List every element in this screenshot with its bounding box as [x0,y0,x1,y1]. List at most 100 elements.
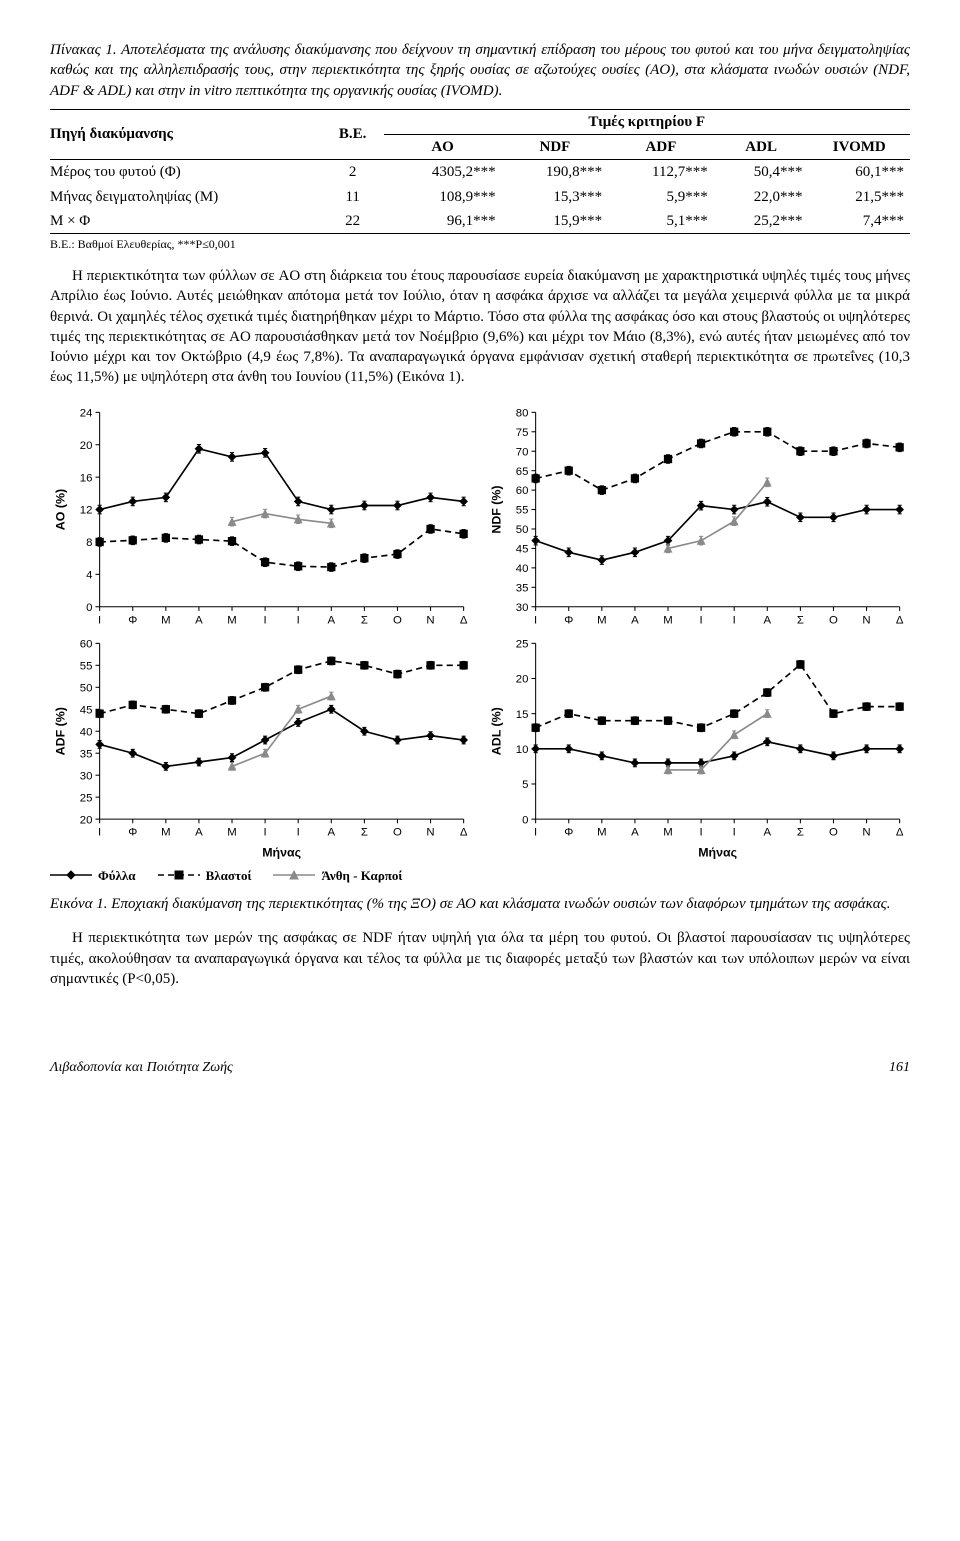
svg-text:Ι: Ι [700,827,703,839]
svg-text:Μ: Μ [227,614,236,626]
table-cell: 50,4*** [714,160,809,185]
svg-text:25: 25 [516,639,529,651]
svg-text:55: 55 [516,504,529,516]
svg-text:Σ: Σ [361,614,368,626]
svg-text:Σ: Σ [361,827,368,839]
svg-text:Ι: Ι [98,827,101,839]
svg-text:20: 20 [80,440,93,452]
svg-text:50: 50 [516,524,529,536]
svg-text:Ι: Ι [733,614,736,626]
svg-text:Δ: Δ [896,614,904,626]
svg-text:80: 80 [516,407,529,419]
svg-text:Μ: Μ [597,827,606,839]
svg-text:Δ: Δ [896,827,904,839]
table-row-source: Μήνας δειγματοληψίας (Μ) [50,185,322,209]
chart-ndf: 3035404550556065707580ΙΦΜΑΜΙΙΑΣΟΝΔNDF (%… [486,402,910,630]
svg-text:Μήνας: Μήνας [262,846,301,860]
th-be: Β.Ε. [322,109,384,160]
figure-caption: Εικόνα 1. Εποχιακή διακύμανση της περιεκ… [50,894,910,914]
svg-text:Ι: Ι [733,827,736,839]
th-col: IVOMD [809,135,910,160]
chart-adf: 202530354045505560ΙΦΜΑΜΙΙΑΣΟΝΔΜήναςADF (… [50,633,474,861]
svg-text:Μ: Μ [227,827,236,839]
table-cell: 22,0*** [714,185,809,209]
svg-text:Ι: Ι [264,827,267,839]
table-row-be: 22 [322,209,384,234]
svg-text:Μ: Μ [663,614,672,626]
svg-text:25: 25 [80,792,93,804]
svg-text:40: 40 [516,563,529,575]
table-cell: 96,1*** [384,209,502,234]
svg-text:45: 45 [80,705,93,717]
svg-text:55: 55 [80,661,93,673]
th-fgroup: Τιμές κριτηρίου F [384,109,911,134]
svg-text:65: 65 [516,465,529,477]
table-row-source: Μ × Φ [50,209,322,234]
table-cell: 60,1*** [809,160,910,185]
svg-text:10: 10 [516,744,529,756]
svg-text:45: 45 [516,543,529,555]
svg-text:50: 50 [80,683,93,695]
chart-adl: 0510152025ΙΦΜΑΜΙΙΑΣΟΝΔΜήναςADL (%) [486,633,910,861]
footer-left: Λιβαδοπονία και Ποιότητα Ζωής [50,1059,233,1078]
paragraph-1: Η περιεκτικότητα των φύλλων σε AO στη δι… [50,266,910,388]
svg-text:Δ: Δ [460,614,468,626]
svg-text:Α: Α [631,827,639,839]
svg-text:Ι: Ι [297,614,300,626]
svg-text:Ο: Ο [829,827,838,839]
footer-right: 161 [889,1059,910,1078]
th-col: ADF [608,135,714,160]
svg-text:4: 4 [86,569,92,581]
table-cell: 25,2*** [714,209,809,234]
svg-text:Φ: Φ [564,827,573,839]
svg-text:16: 16 [80,472,93,484]
svg-text:Σ: Σ [797,614,804,626]
table-cell: 112,7*** [608,160,714,185]
svg-text:35: 35 [516,582,529,594]
svg-text:12: 12 [80,504,93,516]
table-row-be: 2 [322,160,384,185]
svg-text:Φ: Φ [564,614,573,626]
svg-text:35: 35 [80,749,93,761]
svg-text:Α: Α [195,614,203,626]
svg-text:Μήνας: Μήνας [698,846,737,860]
svg-text:0: 0 [522,814,528,826]
th-col: NDF [502,135,608,160]
th-col: AO [384,135,502,160]
svg-text:Ν: Ν [426,827,434,839]
svg-text:Ο: Ο [393,827,402,839]
table-title: Πίνακας 1. Αποτελέσματα της ανάλυσης δια… [50,40,910,101]
svg-text:Ν: Ν [862,614,870,626]
svg-text:Ο: Ο [393,614,402,626]
svg-text:Σ: Σ [797,827,804,839]
svg-text:Μ: Μ [597,614,606,626]
svg-text:ADL (%): ADL (%) [489,707,503,755]
svg-text:Μ: Μ [161,827,170,839]
svg-text:Α: Α [763,614,771,626]
svg-text:Ι: Ι [534,827,537,839]
svg-text:Φ: Φ [128,827,137,839]
charts-grid: 04812162024ΙΦΜΑΜΙΙΑΣΟΝΔAO (%) 3035404550… [50,402,910,861]
page-footer: Λιβαδοπονία και Ποιότητα Ζωής 161 [50,1059,910,1078]
svg-text:40: 40 [80,727,93,739]
table-cell: 15,9*** [502,209,608,234]
svg-text:Ο: Ο [829,614,838,626]
svg-text:Ν: Ν [862,827,870,839]
svg-text:Φ: Φ [128,614,137,626]
table-cell: 108,9*** [384,185,502,209]
table-cell: 21,5*** [809,185,910,209]
svg-text:0: 0 [86,602,92,614]
table-footnote: Β.Ε.: Βαθμοί Ελευθερίας, ***P≤0,001 [50,236,910,252]
svg-text:20: 20 [80,814,93,826]
table-cell: 4305,2*** [384,160,502,185]
legend: ΦύλλαΒλαστοίΆνθη - Καρποί [50,867,910,885]
svg-text:30: 30 [516,602,529,614]
anova-table: Πηγή διακύμανσης Β.Ε. Τιμές κριτηρίου F … [50,109,910,234]
legend-item: Βλαστοί [158,867,252,885]
svg-text:Α: Α [327,614,335,626]
paragraph-2: Η περιεκτικότητα των μερών της ασφάκας σ… [50,928,910,989]
svg-text:Α: Α [763,827,771,839]
svg-text:Ι: Ι [98,614,101,626]
table-cell: 15,3*** [502,185,608,209]
svg-text:Α: Α [327,827,335,839]
